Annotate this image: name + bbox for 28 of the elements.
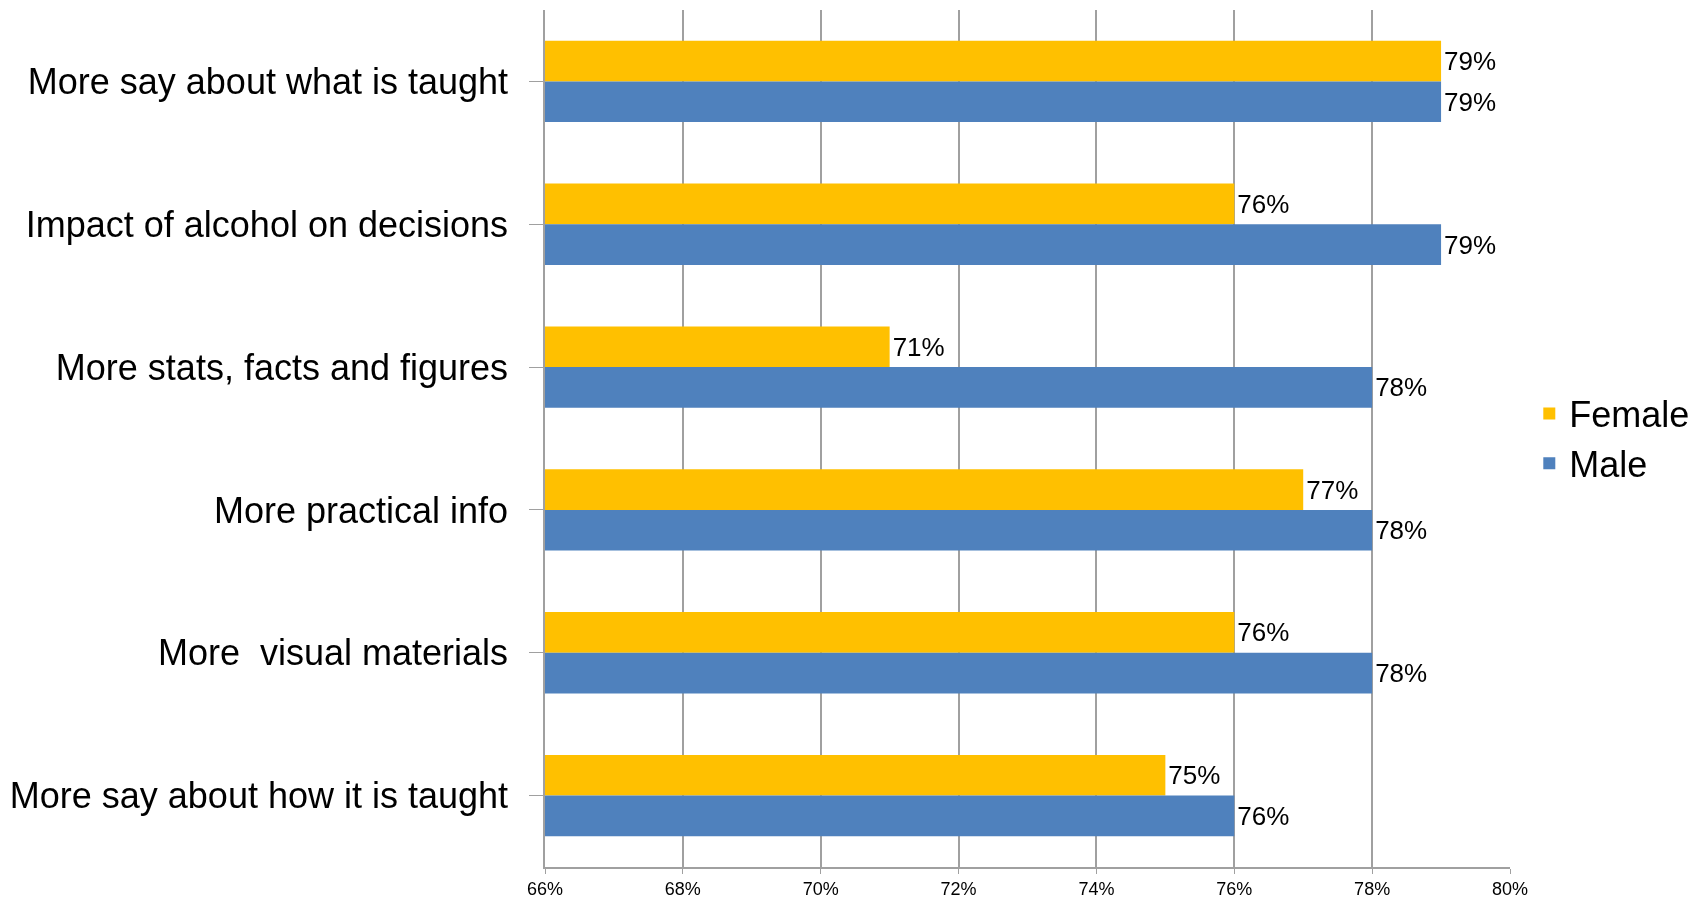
x-tick-label: 74% (1078, 879, 1115, 900)
y-tick-label: More say about how it is taught (9, 775, 509, 817)
x-tick-label: 66% (526, 879, 564, 900)
y-tick-label: More say about what is taught (27, 61, 509, 103)
data-label: 71% (892, 331, 945, 362)
data-label: 78% (1375, 658, 1428, 689)
data-label: 76% (1237, 617, 1290, 648)
x-tick-label: 80% (1491, 879, 1529, 900)
data-label: 76% (1237, 188, 1290, 219)
x-tick-label: 70% (802, 879, 839, 900)
data-label: 79% (1444, 229, 1497, 260)
x-tick-label: 76% (1216, 879, 1253, 900)
data-label: 79% (1444, 46, 1497, 77)
data-label: 78% (1375, 372, 1428, 403)
data-label: 76% (1237, 800, 1290, 831)
y-tick-label: More visual materials (157, 632, 509, 674)
x-tick-label: 68% (664, 879, 701, 900)
data-label: 75% (1168, 760, 1221, 791)
y-tick-label: More practical info (213, 489, 509, 531)
legend-label: Male (1569, 444, 1648, 486)
legend-label: Female (1569, 394, 1690, 436)
data-label: 77% (1306, 474, 1359, 505)
x-tick-label: 78% (1354, 879, 1391, 900)
y-tick-label: Impact of alcohol on decisions (25, 203, 509, 245)
data-label: 79% (1444, 86, 1497, 117)
data-label: 78% (1375, 515, 1428, 546)
y-tick-label: More stats, facts and figures (55, 346, 509, 388)
x-tick-label: 72% (940, 879, 977, 900)
